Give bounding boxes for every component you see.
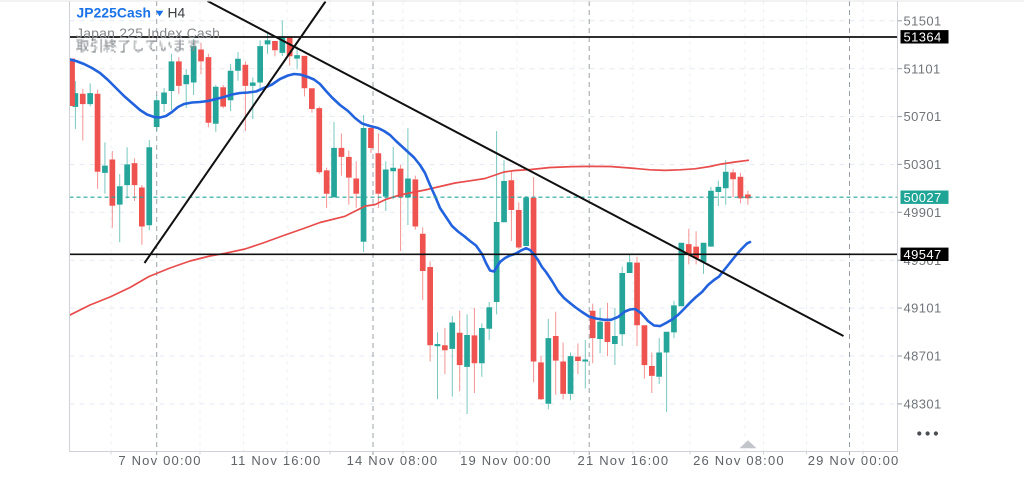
svg-text:50701: 50701 [904, 109, 942, 124]
svg-text:51364: 51364 [904, 29, 942, 44]
svg-text:49901: 49901 [904, 205, 942, 220]
svg-text:Japan 225 Index Cash: Japan 225 Index Cash [76, 25, 220, 41]
svg-text:14 Nov 08:00: 14 Nov 08:00 [347, 453, 439, 468]
svg-text:50027: 50027 [904, 190, 942, 205]
svg-text:49101: 49101 [904, 301, 942, 316]
svg-text:21 Nov 16:00: 21 Nov 16:00 [578, 453, 670, 468]
svg-text:JP225Cash: JP225Cash [77, 6, 152, 21]
svg-text:19 Nov 00:00: 19 Nov 00:00 [460, 453, 552, 468]
svg-text:29 Nov 00:00: 29 Nov 00:00 [808, 453, 900, 468]
svg-text:48301: 48301 [904, 397, 942, 412]
svg-text:H4: H4 [168, 6, 186, 21]
svg-text:7 Nov 00:00: 7 Nov 00:00 [118, 453, 201, 468]
svg-text:26 Nov 08:00: 26 Nov 08:00 [693, 453, 785, 468]
svg-text:51501: 51501 [904, 13, 942, 28]
svg-text:51101: 51101 [904, 61, 941, 76]
svg-text:50301: 50301 [904, 157, 942, 172]
svg-text:48701: 48701 [904, 349, 942, 364]
svg-text:49547: 49547 [904, 247, 942, 262]
svg-text:11 Nov 16:00: 11 Nov 16:00 [231, 453, 322, 468]
